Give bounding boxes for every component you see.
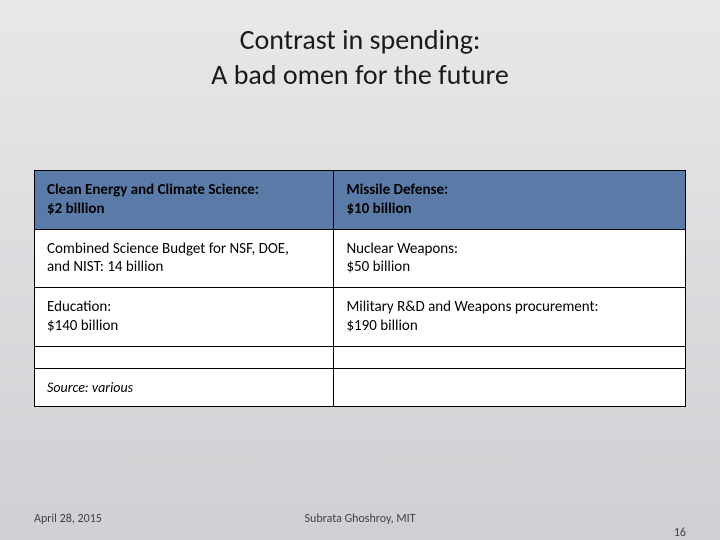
cell-value: $190 billion — [346, 317, 673, 336]
table-cell-empty — [35, 346, 334, 368]
footer-date: April 28, 2015 — [34, 512, 102, 526]
cell-label: Education: — [47, 298, 321, 317]
cell-label: Military R&D and Weapons procurement: — [346, 298, 673, 317]
table-row: Combined Science Budget for NSF, DOE, an… — [35, 229, 686, 288]
table-cell: Missile Defense: $10 billion — [334, 171, 686, 230]
footer-page-number: 16 — [674, 526, 686, 540]
table-row-source: Source: various — [35, 368, 686, 407]
cell-label: Combined Science Budget for NSF, DOE, — [47, 240, 321, 259]
source-label: Source: various — [47, 379, 133, 396]
comparison-table: Clean Energy and Climate Science: $2 bil… — [34, 170, 686, 407]
comparison-table-container: Clean Energy and Climate Science: $2 bil… — [34, 170, 686, 407]
table-row: Clean Energy and Climate Science: $2 bil… — [35, 171, 686, 230]
table-row-blank — [35, 346, 686, 368]
cell-value: $140 billion — [47, 317, 321, 336]
table-cell: Military R&D and Weapons procurement: $1… — [334, 288, 686, 347]
cell-value: $10 billion — [346, 200, 673, 219]
cell-value: $50 billion — [346, 258, 673, 277]
source-cell: Source: various — [35, 368, 334, 407]
slide-title: Contrast in spending: A bad omen for the… — [0, 0, 720, 92]
table-cell: Combined Science Budget for NSF, DOE, an… — [35, 229, 334, 288]
cell-label: Missile Defense: — [346, 181, 673, 200]
cell-label: Clean Energy and Climate Science: — [47, 181, 321, 200]
table-cell: Education: $140 billion — [35, 288, 334, 347]
cell-label: Nuclear Weapons: — [346, 240, 673, 259]
title-line-2: A bad omen for the future — [211, 57, 509, 92]
title-line-1: Contrast in spending: — [240, 22, 481, 57]
footer-author: Subrata Ghoshroy, MIT — [34, 512, 686, 526]
cell-value: and NIST: 14 billion — [47, 258, 321, 277]
table-row: Education: $140 billion Military R&D and… — [35, 288, 686, 347]
table-cell: Nuclear Weapons: $50 billion — [334, 229, 686, 288]
table-cell-empty — [334, 368, 686, 407]
cell-value: $2 billion — [47, 200, 321, 219]
table-cell-empty — [334, 346, 686, 368]
table-cell: Clean Energy and Climate Science: $2 bil… — [35, 171, 334, 230]
slide-footer: April 28, 2015 Subrata Ghoshroy, MIT 16 — [0, 512, 720, 526]
